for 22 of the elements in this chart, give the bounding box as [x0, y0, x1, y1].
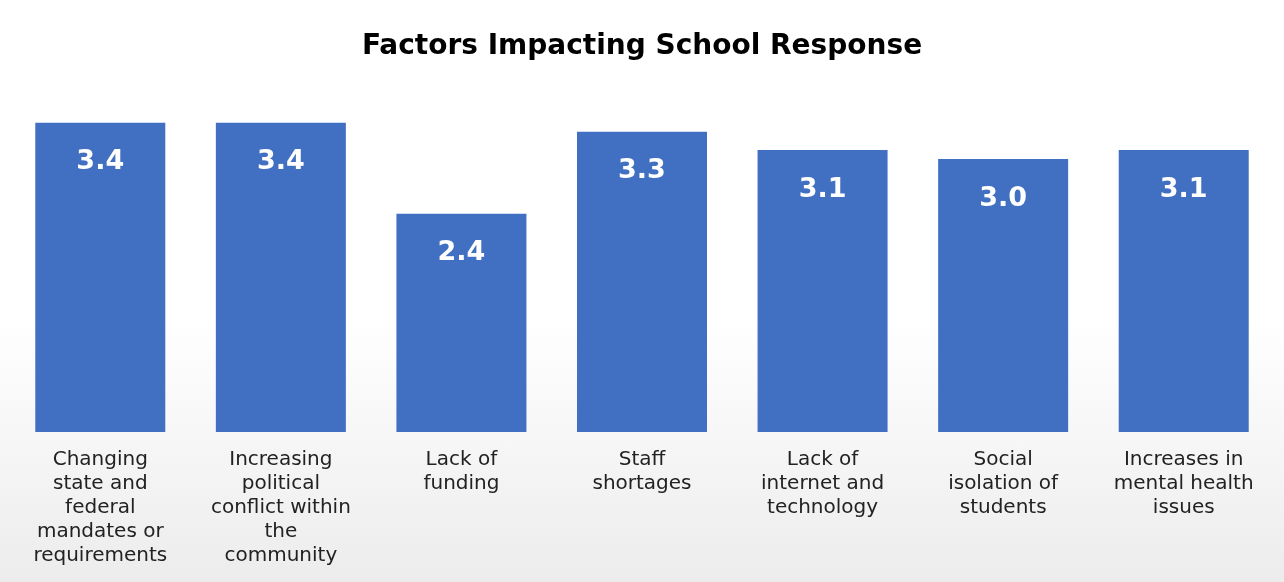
x-tick-label: Increases in mental health issues [1113, 446, 1254, 519]
data-label: 3.4 [76, 144, 125, 176]
data-label: 3.1 [798, 171, 847, 203]
data-label: 3.4 [256, 144, 305, 176]
x-tick-label: Increasing political conflict within the community [210, 446, 351, 567]
chart-title: Factors Impacting School Response [361, 28, 923, 62]
bar [938, 159, 1069, 432]
bar [757, 149, 888, 432]
data-label: 2.4 [437, 235, 486, 267]
x-tick-label: Staff shortages [592, 446, 692, 495]
x-tick-label: Lack of funding [423, 446, 500, 495]
data-label: 3.1 [1159, 171, 1208, 203]
bar [35, 122, 166, 432]
bar [1118, 149, 1249, 432]
x-tick-label: Changing state and federal mandates or requirements [33, 446, 168, 567]
x-tick-label: Lack of internet and technology [761, 446, 885, 519]
bar [576, 131, 708, 432]
bar [215, 122, 346, 432]
data-label: 3.3 [618, 153, 666, 185]
x-tick-label: Social isolation of students [948, 446, 1060, 519]
data-label: 3.0 [979, 180, 1028, 212]
bar [396, 213, 527, 432]
